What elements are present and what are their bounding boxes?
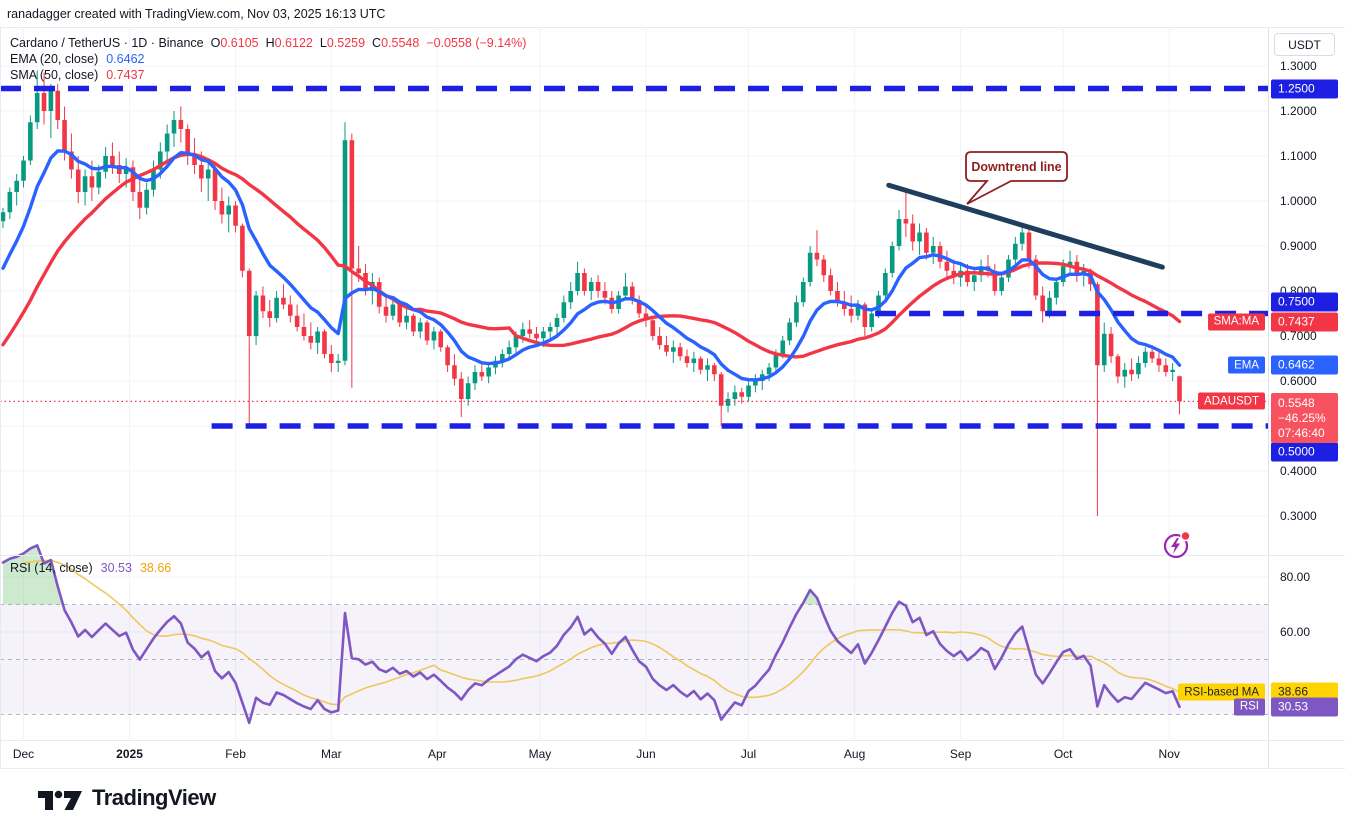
bolt-circle bbox=[1163, 533, 1189, 559]
ema-name-badge: EMA bbox=[1228, 356, 1265, 374]
last-price: 0.5548 bbox=[1278, 396, 1315, 411]
sma-value: 0.7437 bbox=[106, 68, 145, 82]
resistance-mid-price-badge[interactable]: 0.7500 bbox=[1271, 292, 1338, 312]
candles-layer bbox=[0, 70, 1182, 516]
rsi-overbought-fill bbox=[3, 545, 63, 605]
close-value: 0.5548 bbox=[381, 36, 420, 50]
rsi-ma-name-badge: RSI-based MA bbox=[1178, 683, 1265, 701]
rsi-value-badge: 30.53 bbox=[1271, 697, 1338, 717]
attribution-text: ranadagger created with TradingView.com,… bbox=[7, 6, 386, 21]
rsi-tick-label: 80.00 bbox=[1280, 570, 1311, 584]
price-tick-label: 0.9000 bbox=[1280, 239, 1317, 253]
resistance-upper-price-badge[interactable]: 1.2500 bbox=[1271, 79, 1338, 98]
ema-legend[interactable]: EMA (20, close) 0.6462 bbox=[10, 52, 144, 66]
price-tick-label: 1.3000 bbox=[1280, 59, 1317, 73]
currency-label: USDT bbox=[1288, 37, 1321, 52]
lightning-bolt-icon bbox=[1171, 538, 1180, 554]
symbol-title: Cardano / TetherUS · 1D · Binance bbox=[10, 36, 204, 50]
notification-dot bbox=[1180, 530, 1191, 542]
time-tick-label: Jun bbox=[636, 747, 656, 761]
ema-price-badge: 0.6462 bbox=[1271, 355, 1338, 375]
time-tick-label: Dec bbox=[12, 747, 35, 761]
symbol-legend[interactable]: Cardano / TetherUS · 1D · Binance O0.610… bbox=[10, 36, 526, 50]
rsi-legend[interactable]: RSI (14, close) 30.53 38.66 bbox=[10, 561, 171, 575]
time-tick-label: Mar bbox=[320, 747, 342, 761]
price-tick-label: 0.6000 bbox=[1280, 374, 1317, 388]
currency-toggle-button[interactable]: USDT bbox=[1274, 33, 1335, 56]
time-tick-label: Oct bbox=[1053, 747, 1073, 761]
time-tick-label: Jul bbox=[740, 747, 757, 761]
tradingview-wordmark[interactable]: TradingView bbox=[92, 784, 216, 810]
price-tick-label: 0.7000 bbox=[1280, 329, 1317, 343]
open-value: 0.6105 bbox=[220, 36, 259, 50]
sma-label: SMA (50, close) bbox=[10, 68, 99, 82]
time-tick-label: May bbox=[528, 747, 552, 761]
time-tick-label: Aug bbox=[843, 747, 866, 761]
time-tick-label: 2025 bbox=[116, 747, 143, 761]
sma-line bbox=[1, 152, 1182, 359]
rsi-ma-value: 38.66 bbox=[139, 561, 172, 575]
footer-separator bbox=[0, 768, 1345, 769]
rsi-name-badge: RSI bbox=[1233, 698, 1265, 716]
time-axis-separator bbox=[0, 740, 1345, 741]
time-tick-label: Feb bbox=[225, 747, 246, 761]
ema-value: 0.6462 bbox=[106, 52, 145, 66]
change-value: −0.0558 (−9.14%) bbox=[426, 36, 527, 50]
callout-bubble bbox=[965, 151, 1068, 205]
time-tick-label: Nov bbox=[1158, 747, 1180, 761]
sma-legend[interactable]: SMA (50, close) 0.7437 bbox=[10, 68, 144, 82]
high-value: 0.6122 bbox=[274, 36, 313, 50]
ema-label: EMA (20, close) bbox=[10, 52, 99, 66]
rsi-ma-line bbox=[23, 559, 1180, 706]
rsi-label: RSI (14, close) bbox=[10, 561, 93, 575]
price-tick-label: 1.0000 bbox=[1280, 194, 1317, 208]
support-price-badge[interactable]: 0.5000 bbox=[1271, 442, 1338, 462]
open-label: O bbox=[210, 36, 221, 50]
last-price-badge: 0.5548 −46.25% 07:46:40 bbox=[1271, 393, 1338, 444]
rsi-overbought-fill bbox=[802, 590, 820, 605]
close-label: C bbox=[372, 36, 382, 50]
footer: TradingView bbox=[0, 769, 1345, 826]
low-value: 0.5259 bbox=[326, 36, 366, 50]
symbol-name-badge: ADAUSDT bbox=[1198, 392, 1265, 410]
bar-countdown: 07:46:40 bbox=[1278, 426, 1325, 441]
downtrend-callout[interactable]: Downtrend line bbox=[971, 159, 1062, 174]
sma-name-badge: SMA:MA bbox=[1207, 313, 1265, 330]
pane-separator[interactable] bbox=[0, 555, 1345, 556]
time-tick-label: Apr bbox=[427, 747, 447, 761]
low-label: L bbox=[319, 36, 327, 50]
sma-price-badge: 0.7437 bbox=[1271, 312, 1338, 331]
rsi-ma-value-badge: 38.66 bbox=[1271, 682, 1338, 702]
change-percent: −46.25% bbox=[1278, 411, 1326, 426]
time-tick-label: Sep bbox=[949, 747, 972, 761]
rsi-value: 30.53 bbox=[100, 561, 132, 575]
price-tick-label: 0.3000 bbox=[1280, 509, 1317, 523]
tradingview-logo-icon[interactable] bbox=[38, 785, 82, 811]
price-tick-label: 0.4000 bbox=[1280, 464, 1317, 478]
downtrend-line[interactable] bbox=[886, 182, 1165, 270]
ema-line bbox=[1, 149, 1182, 382]
high-label: H bbox=[265, 36, 275, 50]
rsi-tick-label: 60.00 bbox=[1280, 625, 1311, 639]
flash-event-icon[interactable] bbox=[1162, 528, 1194, 567]
chart-left-border bbox=[0, 28, 1, 768]
attribution-bar: ranadagger created with TradingView.com,… bbox=[0, 0, 1345, 28]
rsi-line bbox=[1, 544, 1181, 725]
price-tick-label: 1.1000 bbox=[1280, 149, 1317, 163]
price-tick-label: 1.2000 bbox=[1280, 104, 1317, 118]
